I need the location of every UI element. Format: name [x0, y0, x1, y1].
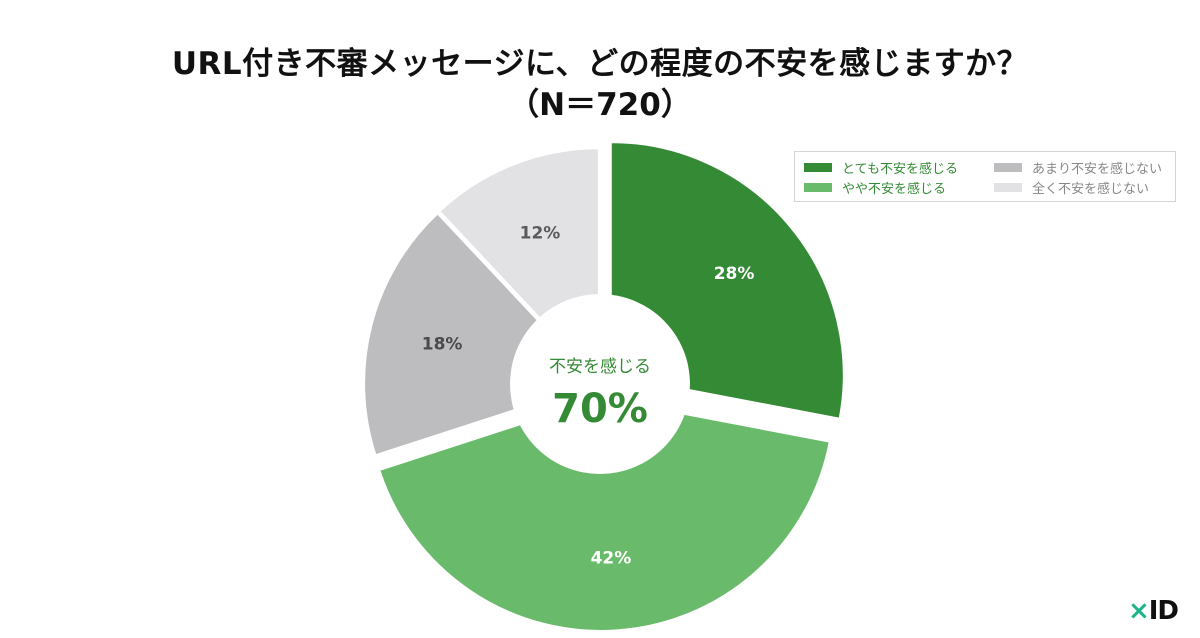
center-value: 70% — [552, 386, 648, 432]
legend-swatch — [994, 182, 1022, 192]
legend-label: 全く不安を感じない — [1032, 181, 1150, 197]
center-hole — [510, 294, 690, 474]
xid-logo: ×ID — [1127, 596, 1179, 626]
legend-item-not-anxious-at-all: 全く不安を感じない — [994, 178, 1150, 197]
center-caption: 不安を感じる — [549, 357, 651, 377]
pie-slice-2 — [378, 396, 831, 632]
legend-label: あまり不安を感じない — [1032, 161, 1163, 177]
chart-legend: とても不安を感じる やや不安を感じる あまり不安を感じない 全く不安を感じない — [794, 151, 1176, 202]
legend-label: とても不安を感じる — [842, 161, 958, 177]
slice-label-1: 28% — [714, 264, 755, 284]
slice-label-3: 18% — [422, 334, 463, 354]
slices-layer — [363, 141, 845, 632]
legend-item-very-anxious: とても不安を感じる — [804, 158, 958, 177]
chart-title-block: URL付き不審メッセージに、どの程度の不安を感じますか？ （N＝720） — [0, 44, 1200, 126]
legend-swatch — [804, 182, 832, 192]
legend-label: やや不安を感じる — [842, 181, 947, 197]
logo-x-mark: × — [1127, 596, 1150, 626]
legend-swatch — [994, 162, 1022, 172]
chart-subtitle: （N＝720） — [508, 87, 692, 123]
legend-item-not-very-anxious: あまり不安を感じない — [994, 158, 1163, 177]
slice-label-2: 42% — [591, 549, 632, 569]
slice-label-4: 12% — [520, 223, 561, 243]
chart-title: URL付き不審メッセージに、どの程度の不安を感じますか？ — [171, 46, 1029, 82]
legend-item-somewhat-anxious: やや不安を感じる — [804, 178, 947, 197]
legend-swatch — [804, 162, 832, 172]
labels-layer: 28% 42% 18% 12% — [422, 223, 755, 568]
logo-id-text: ID — [1148, 596, 1179, 626]
